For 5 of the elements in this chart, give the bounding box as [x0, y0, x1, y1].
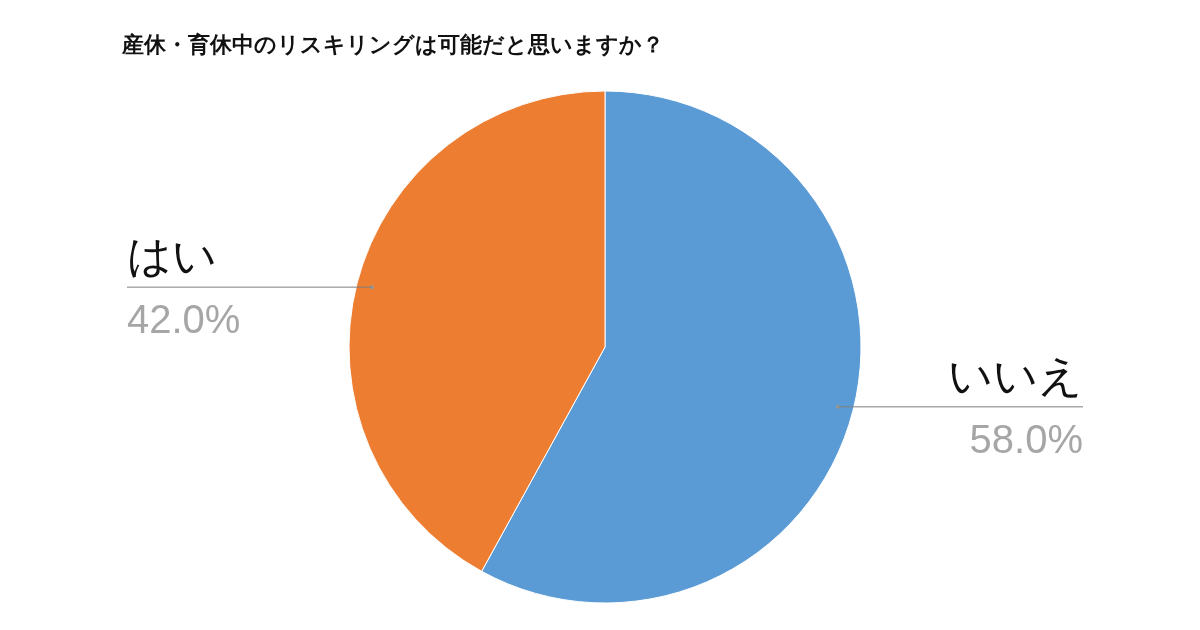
slice-label: いいえ	[948, 349, 1083, 401]
slice-label: はい	[127, 230, 217, 282]
data-label: 58.0%	[969, 416, 1083, 461]
data-label: 42.0%	[127, 297, 241, 342]
chart-title: 産休・育休中のリスキリングは可能だと思いますか？	[122, 31, 664, 59]
